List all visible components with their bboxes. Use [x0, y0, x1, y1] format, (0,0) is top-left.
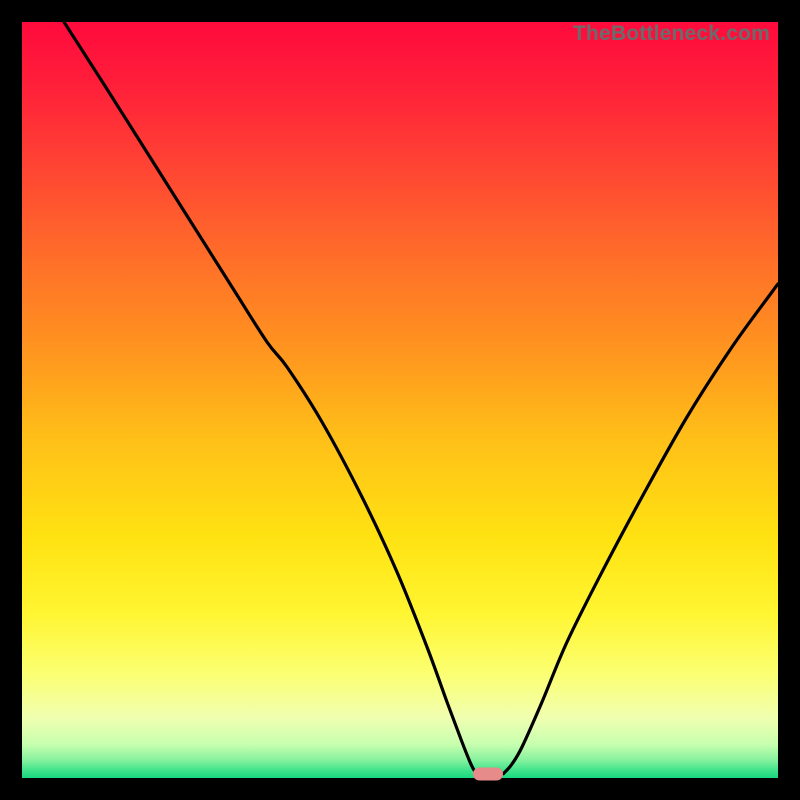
plot-area: TheBottleneck.com: [22, 22, 778, 778]
chart-frame: TheBottleneck.com: [0, 0, 800, 800]
watermark-text: TheBottleneck.com: [573, 22, 770, 46]
bottleneck-curve: [22, 22, 778, 778]
optimum-marker: [473, 768, 503, 781]
